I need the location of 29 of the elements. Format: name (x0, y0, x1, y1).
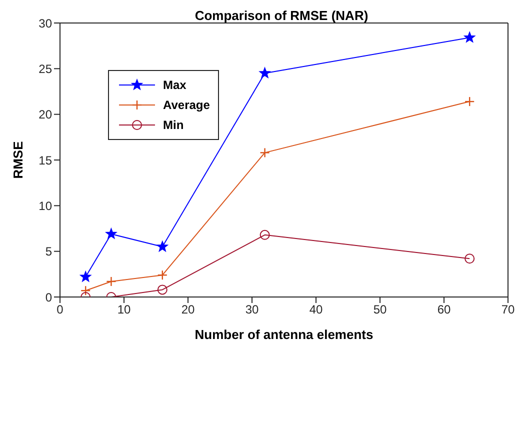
point (156, 240, 168, 252)
legend-label: Min (163, 118, 184, 132)
legend-label: Average (163, 98, 210, 112)
point (464, 254, 475, 264)
x-tick-label: 40 (309, 302, 323, 317)
x-tick-label: 30 (245, 302, 259, 317)
point (260, 230, 270, 240)
y-tick-label: 15 (38, 153, 52, 168)
point (106, 228, 117, 239)
x-tick-label: 60 (437, 302, 451, 317)
y-tick-label: 0 (45, 290, 52, 304)
x-axis-title: Number of antenna elements (194, 327, 374, 342)
y-tick-label: 30 (38, 16, 52, 30)
point (80, 271, 92, 282)
chart-title: Comparison of RMSE (NAR) (194, 8, 368, 23)
point (464, 32, 476, 42)
x-tick-label: 70 (501, 302, 515, 317)
x-tick-label: 50 (373, 302, 387, 317)
y-tick-label: 5 (45, 244, 52, 259)
y-tick-label: 10 (38, 198, 52, 213)
y-axis-title: RMSE (10, 140, 26, 179)
point (259, 67, 270, 78)
y-tick-label: 25 (38, 62, 52, 76)
x-tick-label: 10 (117, 302, 131, 317)
legend-label: Max (163, 78, 186, 92)
y-tick-label: 20 (38, 108, 52, 122)
point (157, 284, 168, 295)
x-tick-label: 0 (56, 302, 64, 317)
x-tick-label: 20 (181, 302, 195, 317)
